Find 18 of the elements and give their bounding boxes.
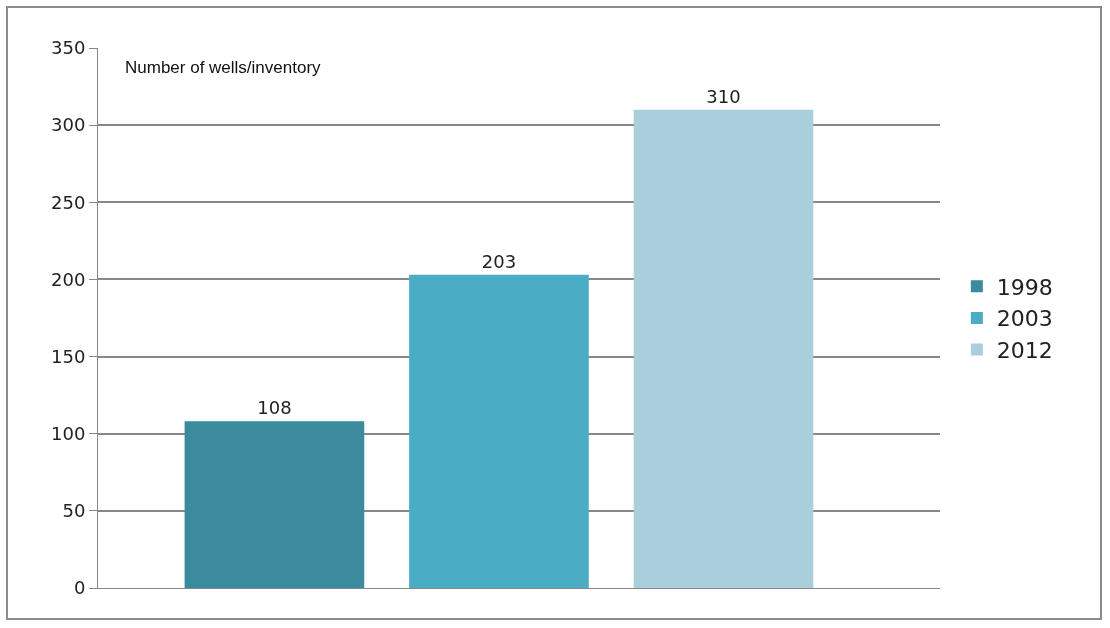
- y-axis-title: Number of wells/inventory: [125, 58, 322, 77]
- bar: [409, 274, 589, 588]
- bar: [184, 421, 365, 588]
- y-tick-label: 300: [51, 114, 86, 136]
- y-tick-label: 200: [51, 268, 86, 290]
- y-tick-label: 100: [51, 423, 86, 445]
- y-tick-label: 150: [51, 345, 86, 367]
- data-label: 310: [706, 85, 741, 107]
- data-label: 203: [481, 250, 517, 272]
- y-tick-label: 0: [73, 577, 86, 599]
- y-tick-label: 250: [51, 191, 86, 213]
- data-label: 108: [257, 397, 292, 419]
- y-tick-label: 50: [62, 500, 86, 522]
- bar: [633, 109, 814, 588]
- legend-label: 2003: [996, 306, 1053, 332]
- y-tick-label: 350: [51, 37, 86, 59]
- legend-label: 1998: [996, 274, 1053, 300]
- legend-label: 2012: [996, 338, 1053, 364]
